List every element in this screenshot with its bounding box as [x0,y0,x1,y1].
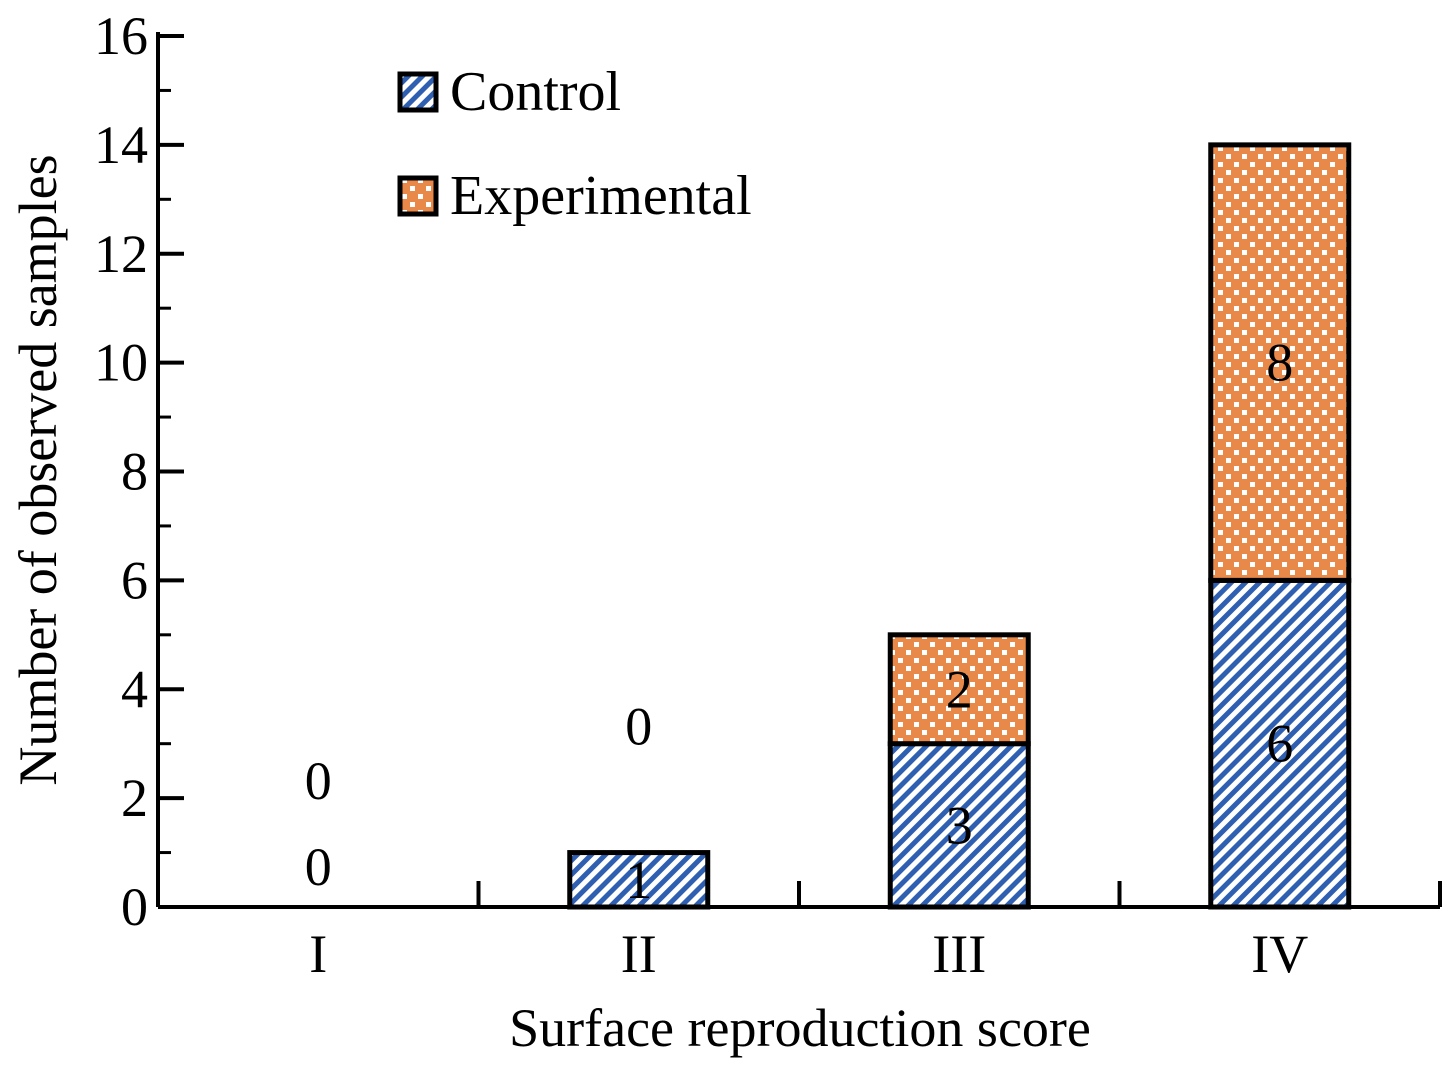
x-axis-title: Surface reproduction score [509,998,1091,1058]
y-tick-label: 0 [121,877,148,937]
x-tick-label: II [621,924,657,984]
bar-segment [1208,142,1352,583]
data-label: 0 [625,697,652,757]
x-tick-label: IV [1251,924,1308,984]
data-label: 2 [946,659,973,719]
legend: Control Experimental [397,61,752,227]
bar-segment [887,741,1031,910]
data-label: 6 [1266,714,1293,774]
y-tick-label: 4 [121,659,148,719]
y-tick-label: 14 [94,115,148,175]
legend-swatch [397,71,439,113]
y-tick-label: 10 [94,333,148,393]
data-label: 8 [1266,333,1293,393]
bar-segment [1208,577,1352,910]
bars [567,142,1352,910]
y-tick-label: 8 [121,442,148,502]
data-label: 3 [946,795,973,855]
legend-label: Experimental [450,165,752,227]
data-label: 0 [305,751,332,811]
data-label: 1 [625,850,652,910]
y-tick-label: 16 [94,6,148,66]
y-tick-label: 2 [121,768,148,828]
data-labels: 0 0 1 0 3 2 6 8 [305,333,1294,910]
y-axis-title: Number of observed samples [8,154,68,785]
y-tick-label: 12 [94,224,148,284]
y-tick-label: 6 [121,550,148,610]
legend-label: Control [450,61,621,123]
bar-segment [567,850,711,910]
legend-swatch [397,175,439,217]
bar-segment [887,632,1031,747]
x-tick-label: III [932,924,986,984]
data-label: 0 [305,837,332,897]
x-tick-label: I [309,924,327,984]
